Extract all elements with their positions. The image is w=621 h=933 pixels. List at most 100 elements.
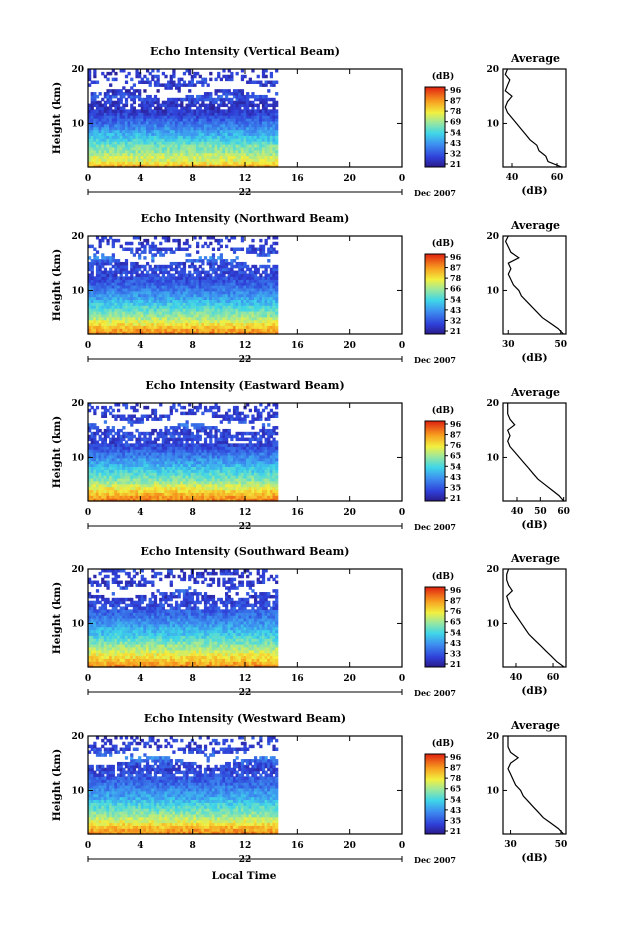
heatmap-cell [209, 92, 212, 95]
heatmap-cell [101, 253, 104, 256]
heatmap-cell [93, 92, 96, 95]
heatmap-cell [138, 89, 141, 92]
heatmap-cell [225, 259, 228, 262]
heatmap-cell [117, 239, 120, 242]
colorbar-tick-label: 21 [450, 159, 461, 169]
heatmap-cell [133, 83, 136, 86]
heatmap-cell [267, 89, 270, 92]
heatmap-cell [204, 256, 207, 259]
heatmap-cell [204, 242, 207, 245]
heatmap-cell [120, 245, 123, 248]
heatmap-cell [267, 259, 270, 262]
y-tick-label: 10 [71, 119, 84, 129]
average-x-axis-title: (dB) [521, 352, 547, 364]
x-tick-label: 0 [85, 174, 91, 184]
heatmap-cell [259, 81, 262, 84]
heatmap-cell [185, 239, 188, 242]
colorbar-tick-label: 43 [450, 138, 462, 148]
heatmap-cell [114, 78, 117, 81]
colorbar-tick-label: 96 [450, 252, 462, 262]
heatmap-cell [275, 81, 278, 84]
x-tick-label: 4 [137, 341, 143, 351]
date-label: Dec 2007 [414, 188, 456, 198]
x-tick-label: 0 [399, 174, 405, 184]
heatmap-cell [143, 256, 146, 259]
colorbar-unit: (dB) [432, 71, 454, 82]
heatmap-cell [217, 72, 220, 75]
average-x-tick-label: 60 [551, 173, 564, 183]
y-tick-label: 20 [71, 65, 84, 75]
heatmap-cell [228, 89, 231, 92]
heatmap-cell [159, 242, 162, 245]
heatmap-cell [225, 245, 228, 248]
heatmap-cell [109, 83, 112, 86]
heatmap-cell [251, 245, 254, 248]
heatmap-cell [112, 253, 115, 256]
colorbar [425, 87, 445, 167]
heatmap-cell [101, 72, 104, 75]
colorbar [425, 254, 445, 334]
colorbar-tick-label: 69 [450, 117, 462, 127]
chart-title: Echo Intensity (Eastward Beam) [145, 379, 344, 392]
heatmap-cell [128, 72, 131, 75]
beam-panel-2: Echo Intensity (Eastward Beam)2010Height… [51, 379, 570, 532]
heatmap-cell [257, 75, 260, 78]
colorbar-tick-label: 54 [450, 294, 462, 304]
heatmap-cell [178, 239, 181, 242]
date-label: Dec 2007 [414, 355, 456, 365]
x-tick-label: 20 [343, 341, 356, 351]
y-axis-title: Height (km) [51, 82, 63, 154]
y-tick-label: 20 [71, 232, 84, 242]
average-x-tick-label: 30 [502, 340, 515, 350]
colorbar-tick-label: 87 [450, 263, 461, 273]
average-y-tick-label: 10 [486, 286, 499, 296]
chart-title: Echo Intensity (Vertical Beam) [150, 45, 340, 58]
colorbar-tick-label: 32 [450, 148, 461, 158]
heatmap-cell [188, 271, 191, 274]
beam-panel-0: Echo Intensity (Vertical Beam) 20 10 Height… [51, 45, 566, 198]
x-axis-title-local-time: Local Time [212, 870, 277, 882]
heatmap-cell [236, 72, 239, 75]
colorbar-tick-label: 78 [450, 273, 462, 283]
heatmap-cell [275, 265, 278, 268]
heatmap-cell [122, 86, 125, 89]
average-y-tick-label: 10 [486, 119, 499, 129]
heatmap-cell [149, 95, 152, 98]
heatmap-cell [209, 242, 212, 245]
heatmap-cell [275, 242, 278, 245]
colorbar-tick-label: 32 [450, 315, 461, 325]
average-y-tick-label: 20 [486, 65, 499, 75]
average-title: Average [510, 52, 560, 65]
heatmap-cell [275, 92, 278, 95]
heatmap-cell [196, 72, 199, 75]
average-x-tick-label: 40 [506, 173, 519, 183]
colorbar-unit: (dB) [432, 238, 454, 249]
heatmap-cell [130, 248, 133, 251]
heatmap-cell [270, 72, 273, 75]
heatmap-cell [241, 89, 244, 92]
heatmap-cell [191, 95, 194, 98]
x-tick-label: 12 [239, 174, 252, 184]
heatmap-cell [188, 89, 191, 92]
heatmap-cell [157, 89, 160, 92]
y-tick-label: 10 [71, 286, 84, 296]
heatmap-cell [162, 72, 165, 75]
colorbar-tick-label: 66 [450, 284, 462, 294]
colorbar-tick-label: 78 [450, 106, 462, 116]
colorbar-tick-label: 43 [450, 305, 462, 315]
heatmap-cell [125, 259, 128, 262]
day-label: 22 [239, 188, 252, 198]
colorbar-tick-label: 54 [450, 127, 462, 137]
heatmap-cell [143, 89, 146, 92]
heatmap-cell [251, 92, 254, 95]
heatmap-cell [241, 248, 244, 251]
heatmap-cell [246, 92, 249, 95]
chart-title: Echo Intensity (Northward Beam) [141, 212, 350, 225]
heatmap-cell [130, 78, 133, 81]
heatmap-cell [170, 248, 173, 251]
heatmap-cell [204, 78, 207, 81]
heatmap-cell [99, 92, 102, 95]
heatmap-cell [209, 78, 212, 81]
